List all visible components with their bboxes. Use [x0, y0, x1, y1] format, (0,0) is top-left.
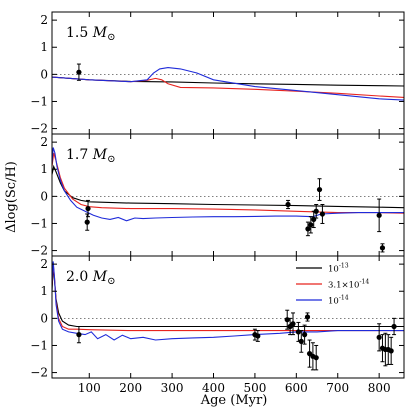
data-point — [76, 69, 82, 75]
x-tick-label: 600 — [285, 381, 308, 395]
data-point — [255, 333, 261, 339]
data-point — [84, 219, 90, 225]
series-line-1 — [52, 76, 404, 87]
panel-3: −2 −1 0 1 2 100 200 300 400 500 600 700 800 2.0 M⊙ — [30, 255, 405, 395]
model-curves — [52, 147, 404, 222]
data-point — [305, 226, 311, 232]
y-tick-label: 2 — [40, 13, 48, 27]
series-line-3 — [52, 261, 404, 341]
data-point — [298, 338, 304, 344]
panel-1: −2 −1 0 1 2 1.5 M⊙ — [30, 11, 405, 136]
x-tick-label: 300 — [161, 381, 184, 395]
model-curves — [52, 261, 404, 341]
legend-label: 10-14 — [328, 295, 349, 307]
panel-2: −2 −1 0 1 2 1.7 M⊙ — [30, 133, 405, 258]
series-line-3 — [52, 147, 404, 222]
data-point — [376, 212, 382, 218]
x-tick-label: 500 — [243, 381, 266, 395]
plot-panels: −2 −1 0 1 2 1.5 M⊙ −2 −1 0 1 2 1.7 M⊙ −2 −1 0 1 2 100 200 3… — [30, 11, 405, 395]
data-point — [285, 201, 291, 208]
series-line-1 — [52, 164, 404, 209]
series-line-2 — [52, 152, 404, 214]
legend-label: 3.1×10-14 — [328, 279, 369, 291]
y-tick-label: −2 — [30, 244, 48, 258]
y-tick-label: 0 — [40, 311, 48, 325]
y-tick-label: 2 — [40, 135, 48, 149]
legend: 10-13 3.1×10-14 10-14 — [296, 263, 369, 307]
x-axis-label: Age (Myr) — [200, 393, 268, 408]
panel-mass-label: 1.5 M⊙ — [66, 25, 115, 43]
data-point — [308, 222, 314, 228]
data-point — [376, 334, 382, 340]
data-point — [319, 211, 326, 217]
model-curves — [52, 67, 404, 101]
x-tick-label: 200 — [119, 381, 142, 395]
x-tick-label: 400 — [202, 381, 225, 395]
y-tick-label: −1 — [30, 216, 48, 230]
data-point — [313, 208, 319, 214]
y-tick-label: 2 — [40, 257, 48, 271]
x-tick-label: 100 — [78, 381, 101, 395]
x-tick-label: 800 — [368, 381, 391, 395]
y-tick-label: 1 — [40, 162, 48, 176]
y-tick-label: 1 — [40, 40, 48, 54]
panel-mass-label: 2.0 M⊙ — [66, 269, 115, 287]
data-point — [379, 245, 386, 251]
data-point — [290, 321, 296, 327]
panel-frame — [51, 255, 405, 379]
data-point — [76, 332, 82, 338]
data-point — [304, 314, 311, 320]
legend-label: 10-13 — [328, 263, 349, 275]
x-tick-label: 700 — [326, 381, 349, 395]
data-point — [388, 348, 394, 354]
data-point — [302, 332, 308, 338]
y-tick-label: −1 — [30, 94, 48, 108]
data-point — [391, 323, 397, 330]
data-point — [313, 355, 319, 361]
y-tick-label: 0 — [40, 189, 48, 203]
data-point — [316, 186, 323, 193]
data-point — [85, 205, 91, 212]
y-tick-label: −2 — [30, 366, 48, 380]
y-tick-label: −2 — [30, 122, 48, 136]
y-tick-label: −1 — [30, 338, 48, 352]
y-tick-label: 0 — [40, 67, 48, 81]
y-tick-label: 1 — [40, 284, 48, 298]
y-axis-label: Δlog(Sc/H) — [4, 161, 19, 233]
panel-mass-label: 1.7 M⊙ — [66, 147, 115, 165]
series-line-3 — [52, 67, 404, 101]
